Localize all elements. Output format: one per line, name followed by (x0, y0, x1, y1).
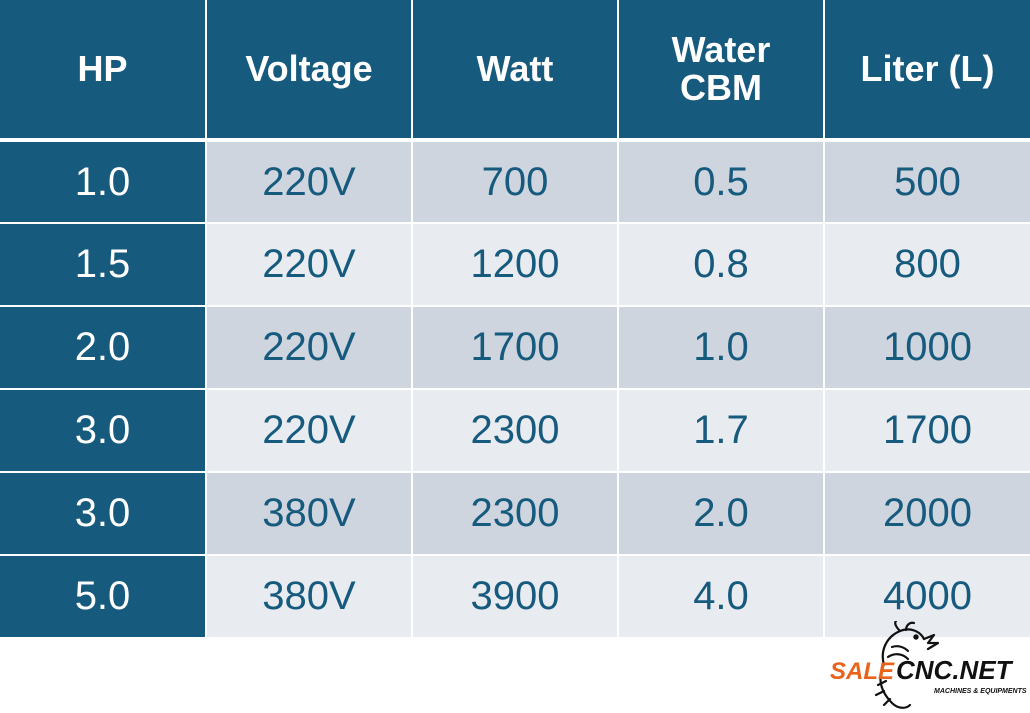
cell-hp: 5.0 (0, 555, 207, 639)
header-watt: Watt (412, 0, 619, 142)
cell-water-cbm: 0.8 (618, 223, 825, 307)
header-liter: Liter (L) (824, 0, 1030, 142)
cell-voltage: 220V (206, 389, 413, 473)
header-row: HP Voltage Watt Water CBM Liter (L) (0, 0, 1030, 142)
cell-voltage: 220V (206, 223, 413, 307)
logo-sale-text: SALE (830, 658, 895, 685)
spec-table: HP Voltage Watt Water CBM Liter (L) 1.0 … (0, 0, 1030, 639)
logo-tagline: MACHINES & EQUIPMENTS (934, 688, 1027, 695)
cell-liter: 4000 (824, 555, 1030, 639)
cell-voltage: 380V (206, 472, 413, 556)
table-row: 1.0 220V 700 0.5 500 (0, 140, 1030, 224)
dragon-icon (874, 621, 940, 709)
table-row: 3.0 220V 2300 1.7 1700 (0, 389, 1030, 473)
table-row: 2.0 220V 1700 1.0 1000 (0, 306, 1030, 390)
cell-watt: 1200 (412, 223, 619, 307)
header-water-cbm: Water CBM (618, 0, 825, 142)
cell-watt: 2300 (412, 389, 619, 473)
cell-water-cbm: 1.0 (618, 306, 825, 390)
cell-liter: 800 (824, 223, 1030, 307)
cell-voltage: 380V (206, 555, 413, 639)
table-row: 5.0 380V 3900 4.0 4000 (0, 555, 1030, 639)
header-hp: HP (0, 0, 207, 142)
logo-cnc-text: CNC.NET (896, 655, 1014, 685)
cell-watt: 2300 (412, 472, 619, 556)
cell-hp: 2.0 (0, 306, 207, 390)
cell-hp: 1.0 (0, 140, 207, 224)
cell-watt: 1700 (412, 306, 619, 390)
table-row: 1.5 220V 1200 0.8 800 (0, 223, 1030, 307)
table-row: 3.0 380V 2300 2.0 2000 (0, 472, 1030, 556)
brand-logo: SALE CNC.NET MACHINES & EQUIPMENTS (822, 621, 1028, 711)
cell-liter: 1700 (824, 389, 1030, 473)
cell-watt: 700 (412, 140, 619, 224)
cell-water-cbm: 0.5 (618, 140, 825, 224)
cell-liter: 500 (824, 140, 1030, 224)
cell-hp: 3.0 (0, 389, 207, 473)
cell-liter: 2000 (824, 472, 1030, 556)
cell-liter: 1000 (824, 306, 1030, 390)
cell-watt: 3900 (412, 555, 619, 639)
cell-water-cbm: 1.7 (618, 389, 825, 473)
cell-voltage: 220V (206, 306, 413, 390)
cell-water-cbm: 2.0 (618, 472, 825, 556)
header-voltage: Voltage (206, 0, 413, 142)
cell-water-cbm: 4.0 (618, 555, 825, 639)
cell-hp: 3.0 (0, 472, 207, 556)
cell-hp: 1.5 (0, 223, 207, 307)
cell-voltage: 220V (206, 140, 413, 224)
